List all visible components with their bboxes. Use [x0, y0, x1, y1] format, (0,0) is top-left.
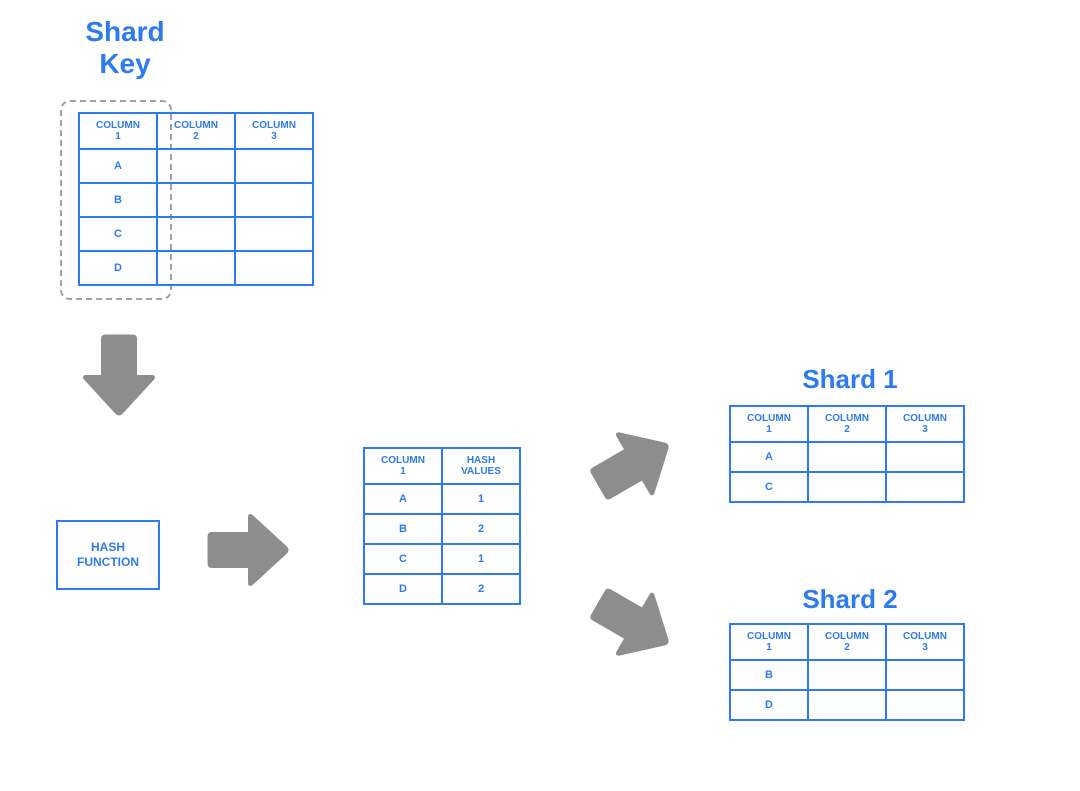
table-cell: A [730, 442, 808, 472]
table-cell [886, 442, 964, 472]
table-row: B [79, 183, 313, 217]
table-row: D [79, 251, 313, 285]
shard1-title: Shard 1 [760, 365, 940, 395]
arrow-right-icon [193, 505, 303, 595]
table-cell: 1 [442, 544, 520, 574]
table-row: A [730, 442, 964, 472]
column-header: COLUMN3 [886, 406, 964, 442]
table-row: D [730, 690, 964, 720]
table-row: C1 [364, 544, 520, 574]
table-cell: B [730, 660, 808, 690]
table-row: A1 [364, 484, 520, 514]
column-header: COLUMN1 [79, 113, 157, 149]
table-row: B [730, 660, 964, 690]
table-cell [808, 472, 886, 502]
table-cell: C [364, 544, 442, 574]
table-cell [157, 217, 235, 251]
table-cell: 1 [442, 484, 520, 514]
column-header: COLUMN2 [157, 113, 235, 149]
table-cell: D [79, 251, 157, 285]
shard-key-title: ShardKey [55, 16, 195, 80]
table-cell: C [79, 217, 157, 251]
arrow-down-icon [74, 320, 164, 430]
column-header: HASHVALUES [442, 448, 520, 484]
table-cell [886, 690, 964, 720]
table-cell [808, 442, 886, 472]
hash-values-table: COLUMN1HASHVALUESA1B2C1D2 [363, 447, 521, 605]
table-row: D2 [364, 574, 520, 604]
table-row: A [79, 149, 313, 183]
table-cell: C [730, 472, 808, 502]
column-header: COLUMN3 [235, 113, 313, 149]
table-cell: B [79, 183, 157, 217]
column-header: COLUMN2 [808, 406, 886, 442]
shard2-title: Shard 2 [760, 585, 940, 615]
table-cell [235, 149, 313, 183]
table-cell [808, 660, 886, 690]
column-header: COLUMN2 [808, 624, 886, 660]
column-header: COLUMN3 [886, 624, 964, 660]
hash-function-box: HASHFUNCTION [56, 520, 160, 590]
table-cell [886, 472, 964, 502]
table-cell: 2 [442, 574, 520, 604]
table-cell [235, 217, 313, 251]
table-cell: 2 [442, 514, 520, 544]
table-cell: A [364, 484, 442, 514]
arrow-downright-icon [578, 578, 688, 668]
shard1-table: COLUMN1COLUMN2COLUMN3 AC [729, 405, 965, 503]
table-cell [157, 183, 235, 217]
table-cell [157, 149, 235, 183]
table-cell: B [364, 514, 442, 544]
table-cell: D [730, 690, 808, 720]
table-cell [235, 183, 313, 217]
arrow-upright-icon [578, 420, 688, 510]
shard2-table: COLUMN1COLUMN2COLUMN3 BD [729, 623, 965, 721]
table-cell [886, 660, 964, 690]
table-cell [808, 690, 886, 720]
table-cell [235, 251, 313, 285]
table-row: C [79, 217, 313, 251]
table-row: B2 [364, 514, 520, 544]
column-header: COLUMN1 [364, 448, 442, 484]
table-cell [157, 251, 235, 285]
column-header: COLUMN1 [730, 624, 808, 660]
table-cell: A [79, 149, 157, 183]
column-header: COLUMN1 [730, 406, 808, 442]
source-table: COLUMN1COLUMN2COLUMN3 ABCD [78, 112, 314, 286]
table-row: C [730, 472, 964, 502]
table-cell: D [364, 574, 442, 604]
